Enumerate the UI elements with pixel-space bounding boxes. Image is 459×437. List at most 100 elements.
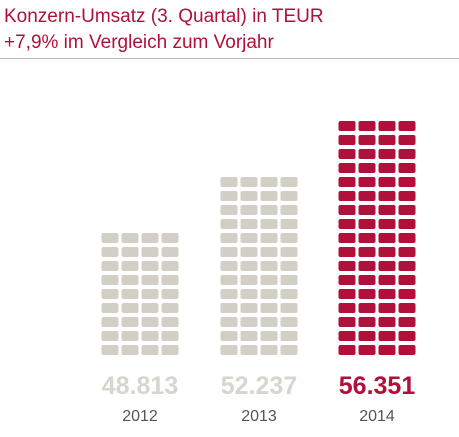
bar-cell [260,191,278,201]
bar-cell [220,331,238,341]
bar-cell [338,303,356,313]
bar-cell [161,289,179,299]
bar-cell [378,303,396,313]
bar-cell [398,289,416,299]
bar-cell [280,289,298,299]
bar-cell [260,205,278,215]
bar-cell [398,261,416,271]
bar-cell [358,345,376,355]
bar-cell [358,289,376,299]
bar-cell [260,317,278,327]
bar-cell [101,317,119,327]
bar-cell [161,247,179,257]
bar-cell [378,219,396,229]
bar-cell [358,163,376,173]
bar-cell [101,303,119,313]
bar-cell [141,331,159,341]
bar-cell [280,219,298,229]
bar-cell [121,345,139,355]
bar-cell [398,205,416,215]
bar-cell [358,247,376,257]
bar-cell [121,303,139,313]
bar-cell [378,247,396,257]
bar-cell [260,331,278,341]
bar-cell [378,275,396,285]
bar-cell [161,303,179,313]
bar-cell [358,149,376,159]
bar-cell [240,233,258,243]
bar-cell [121,331,139,341]
bar-cell [398,219,416,229]
bar-cell [280,261,298,271]
bar-cell [338,345,356,355]
bar-cell [220,345,238,355]
bar-cell [378,177,396,187]
value-label: 48.813 [102,372,178,400]
bar-cell [220,317,238,327]
bar-cell [358,219,376,229]
bar-cell [338,149,356,159]
bar-cell [101,345,119,355]
bar-cell [280,345,298,355]
bar-cell [280,205,298,215]
bar-cell [121,275,139,285]
bar-cell [220,177,238,187]
bar-cell [398,121,416,131]
bar-cell [358,261,376,271]
bar-cell [161,331,179,341]
bar-cell [101,233,119,243]
bar-cell [260,233,278,243]
bar-cell [121,261,139,271]
bar-cell [240,303,258,313]
bar-cell [141,345,159,355]
bar-cell [240,205,258,215]
bar-cell [280,233,298,243]
bar-cell [141,233,159,243]
bar-cell [121,317,139,327]
bar-cell [398,275,416,285]
bar-cell [260,219,278,229]
bar-cell [240,275,258,285]
bar-cell [398,191,416,201]
bar-cell [358,317,376,327]
bar-cell [260,345,278,355]
bar-cell [378,317,396,327]
bar-cell [280,247,298,257]
bar-cell [240,219,258,229]
bar-cell [260,275,278,285]
bar-cell [240,289,258,299]
bar-cell [398,163,416,173]
bar-cell [338,191,356,201]
bar-cell [260,261,278,271]
bar-cell [280,317,298,327]
bar-cell [358,275,376,285]
bar-cell [240,247,258,257]
bar-cell [358,177,376,187]
bar-cell [240,177,258,187]
bar-cell [398,149,416,159]
bar-cell [280,331,298,341]
bar-cell [398,331,416,341]
bar-cell [101,275,119,285]
bar-cell [358,135,376,145]
bar-cell [101,247,119,257]
bar-cell [398,177,416,187]
bar-cell [121,247,139,257]
bar-cell [240,345,258,355]
bar-cell [378,345,396,355]
bar-cell [280,191,298,201]
bar-cell [101,289,119,299]
bar-2014 [338,121,416,355]
bar-cell [338,331,356,341]
chart-title: Konzern-Umsatz (3. Quartal) in TEUR [4,6,324,27]
bar-cell [220,275,238,285]
bar-cell [338,135,356,145]
bar-cell [398,303,416,313]
bar-cell [398,317,416,327]
bar-2012 [101,233,179,355]
bar-cell [398,345,416,355]
bar-cell [141,247,159,257]
bar-cell [141,275,159,285]
bar-cell [220,261,238,271]
